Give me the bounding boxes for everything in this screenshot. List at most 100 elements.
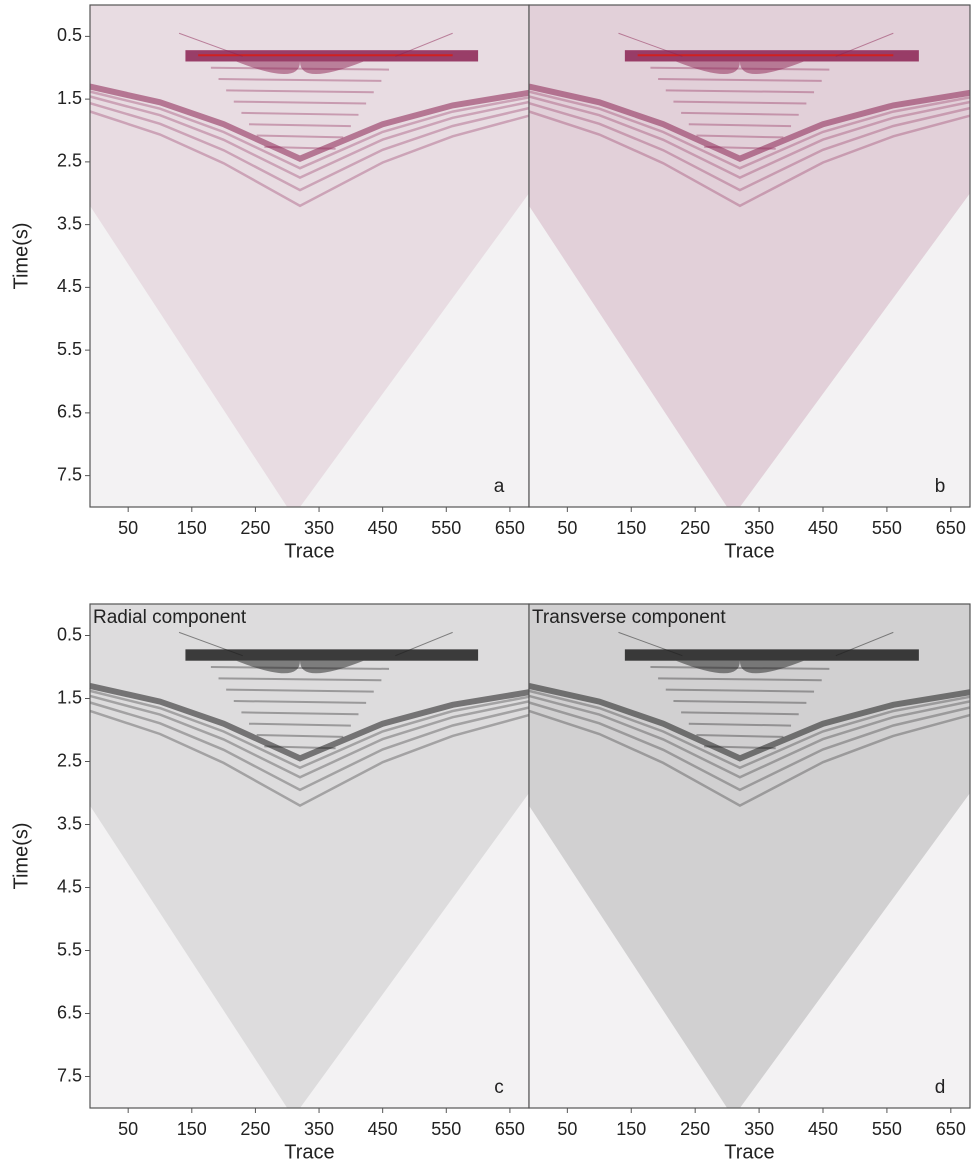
x-tick-label: 50 <box>557 1119 577 1139</box>
x-tick-label: 50 <box>557 518 577 538</box>
data-cone <box>90 604 529 1108</box>
seismic-event <box>528 90 971 170</box>
seismic-event <box>681 111 799 116</box>
ray <box>618 32 683 57</box>
x-tick-label: 650 <box>495 1119 525 1139</box>
ray <box>835 631 894 657</box>
x-axis-label: Trace <box>284 1141 334 1163</box>
x-tick-label: 350 <box>304 1119 334 1139</box>
x-axis-label: Trace <box>284 540 334 562</box>
x-tick-label: 350 <box>744 1119 774 1139</box>
seismic-event <box>256 134 344 139</box>
y-tick-label: 3.5 <box>57 813 82 833</box>
seismic-event <box>528 709 971 808</box>
ray <box>618 631 683 657</box>
seismic-event <box>650 66 830 71</box>
seismic-event <box>528 95 971 179</box>
y-axis-label: Time(s) <box>10 822 32 889</box>
seismic-event <box>528 110 971 208</box>
seismic-event <box>658 677 822 682</box>
x-tick-label: 250 <box>240 518 270 538</box>
direct-wave <box>185 649 479 661</box>
seismic-event <box>673 100 807 105</box>
x-tick-label: 650 <box>936 1119 966 1139</box>
seismic-event <box>218 677 382 682</box>
seismic-event <box>688 123 792 128</box>
y-tick-label: 1.5 <box>57 88 82 108</box>
seismic-event <box>226 688 374 693</box>
y-tick-label: 5.5 <box>57 939 82 959</box>
y-tick-label: 5.5 <box>57 339 82 359</box>
y-tick-label: 7.5 <box>57 464 82 484</box>
seismic-event <box>89 95 530 179</box>
seismic-event <box>89 102 530 192</box>
panel-title: Transverse component <box>532 607 726 628</box>
seismic-event <box>688 722 792 727</box>
seismic-event <box>658 78 822 82</box>
x-tick-label: 450 <box>368 1119 398 1139</box>
section-background <box>529 5 970 507</box>
seismic-event <box>89 709 530 808</box>
seismic-event <box>89 694 530 779</box>
data-cone <box>529 604 970 1108</box>
panel-label: b <box>935 476 946 497</box>
seismic-event <box>665 89 815 94</box>
panel-label: d <box>935 1077 946 1098</box>
x-tick-label: 150 <box>616 518 646 538</box>
y-tick-label: 0.5 <box>57 624 82 644</box>
seismic-event <box>256 734 344 738</box>
x-tick-label: 450 <box>808 518 838 538</box>
x-tick-label: 250 <box>240 1119 270 1139</box>
y-tick-label: 7.5 <box>57 1065 82 1085</box>
x-tick-label: 650 <box>936 518 966 538</box>
seismic-event <box>528 694 971 779</box>
x-tick-label: 550 <box>431 518 461 538</box>
seismic-event <box>89 682 530 762</box>
panel-label: a <box>494 476 505 497</box>
seismic-event <box>210 666 390 670</box>
section-background <box>529 604 970 1108</box>
data-cone <box>529 5 970 507</box>
x-tick-label: 150 <box>177 1119 207 1139</box>
direct-wave <box>236 660 364 674</box>
seismic-event <box>226 89 374 94</box>
panel-title: Radial component <box>93 607 247 628</box>
y-tick-label: 6.5 <box>57 1002 82 1022</box>
seismic-event <box>650 666 830 670</box>
x-tick-label: 650 <box>495 518 525 538</box>
seismic-event <box>89 701 530 792</box>
x-tick-label: 150 <box>177 518 207 538</box>
seismic-event <box>528 682 971 762</box>
data-cone <box>90 5 529 507</box>
section-background <box>90 5 529 507</box>
ray <box>178 631 243 657</box>
x-tick-label: 550 <box>872 1119 902 1139</box>
seismic-event <box>264 745 336 750</box>
seismic-event <box>241 111 359 116</box>
y-tick-label: 2.5 <box>57 750 82 770</box>
y-tick-label: 1.5 <box>57 687 82 707</box>
seismic-event <box>249 722 351 727</box>
seismic-event <box>210 66 390 71</box>
seismic-event <box>528 689 971 770</box>
x-tick-label: 450 <box>368 518 398 538</box>
seismic-event <box>233 700 367 704</box>
x-tick-label: 550 <box>872 518 902 538</box>
x-tick-label: 250 <box>680 518 710 538</box>
panel-label: c <box>494 1077 504 1098</box>
seismic-event <box>665 688 815 693</box>
ray <box>178 32 243 57</box>
x-axis-label: Trace <box>724 1141 774 1163</box>
x-tick-label: 50 <box>118 1119 138 1139</box>
seismic-event <box>528 83 971 162</box>
ray <box>395 631 453 657</box>
x-tick-label: 150 <box>616 1119 646 1139</box>
seismic-event <box>218 78 382 82</box>
seismic-event <box>704 145 776 150</box>
seismic-event <box>264 145 336 150</box>
seismic-event <box>89 110 530 208</box>
x-tick-label: 450 <box>808 1119 838 1139</box>
x-axis-label: Trace <box>724 540 774 562</box>
seismic-event <box>528 102 971 192</box>
